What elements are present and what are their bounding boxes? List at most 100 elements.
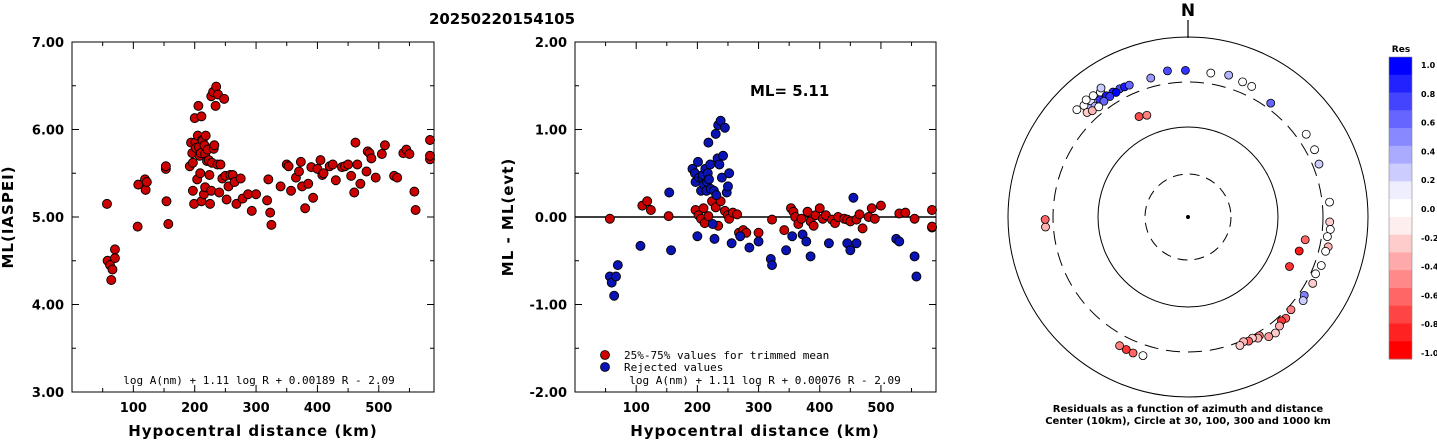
colorbar-cell [1389,74,1412,94]
data-point [102,198,112,209]
legend-label-trimmed: 25%-75% values for trimmed mean [624,349,829,362]
y-axis-label: ML - ML(evt) [499,158,517,276]
data-point [346,170,357,181]
legend-marker-trimmed [600,350,610,360]
y-tick-label: 0.00 [535,211,567,226]
data-point [286,185,296,196]
colorbar-tick-label: 1.0 [1421,61,1436,70]
residual-point [1138,351,1148,361]
colorbar-cell [1389,163,1412,182]
data-point [753,236,764,247]
data-point [604,213,615,224]
residual-point [1271,328,1280,338]
data-point [193,100,204,111]
data-point [714,159,725,170]
data-point [214,187,225,198]
data-point [246,205,257,216]
data-point [781,245,792,256]
residual-point [1301,129,1311,139]
data-point [308,192,319,203]
x-tick-label: 200 [684,401,711,416]
data-point [705,159,716,170]
data-point [698,203,709,214]
data-point [187,185,198,196]
data-point [805,251,816,262]
data-point [692,231,703,242]
data-point [909,251,920,262]
data-point [900,207,911,218]
y-tick-label: 5.00 [32,211,64,226]
data-point [109,244,120,255]
residual-point [1111,88,1121,97]
data-point [703,211,714,222]
colorbar: Res 1.0 0.8 0.6 0.4 0.2 0.0 -0.2 -0.4 -0.6 -0.8 -1… [1388,45,1437,360]
legend: 25%-75% values for trimmed mean Rejected… [600,349,829,374]
residual-point [1041,222,1050,232]
data-point [132,221,143,232]
colorbar-cell [1389,181,1412,200]
y-tick-label: 3.00 [32,386,64,401]
center-dot [1186,215,1190,219]
x-tick-label: 500 [867,401,894,416]
data-point [303,178,314,189]
data-point [210,100,221,111]
data-point [723,181,733,192]
residual-point [1115,341,1124,351]
x-tick-label: 300 [745,401,772,416]
y-tick-label: 4.00 [32,299,64,314]
colorbar-cell [1389,305,1412,324]
colorbar-cell [1389,57,1412,76]
data-point [707,219,718,229]
colorbar-tick-label: 0.4 [1421,147,1436,156]
data-point [796,213,807,224]
data-point [927,205,937,215]
data-point [801,236,812,247]
y-tick-label: 2.00 [535,36,567,51]
data-point [370,172,381,183]
data-points [102,81,435,285]
legend-marker-rejected [600,362,610,372]
data-point [376,149,387,159]
residual-point [1264,332,1274,342]
data-point [410,205,421,215]
colorbar-cell [1389,341,1412,360]
residual-point [1087,106,1097,116]
formula-label: log A(nm) + 1.11 log R + 0.00076 R - 2.0… [629,374,901,387]
data-point [275,181,286,192]
data-point [767,214,777,225]
data-point [875,200,886,211]
data-point [703,137,714,148]
data-point [161,196,172,207]
data-point [209,140,220,151]
y-tick-label: -1.00 [530,299,567,314]
colorbar-tick-label: -0.8 [1421,320,1437,329]
residual-point [1294,246,1304,256]
data-point [160,161,171,172]
data-point [355,178,366,189]
colorbar-cell [1389,128,1412,147]
y-axis-label: ML(IASPEI) [0,165,17,268]
data-point [219,93,230,104]
data-point [693,156,703,167]
data-point [612,260,623,271]
residual-point [1121,345,1131,354]
colorbar-frame [1388,56,1413,360]
data-point [851,238,862,249]
data-point [163,219,174,229]
data-point [366,153,377,164]
residual-point [1275,321,1284,331]
data-point [719,122,730,133]
x-tick-label: 400 [304,401,331,416]
data-point [425,150,435,161]
residual-point [1286,305,1296,315]
data-point [711,190,722,201]
residual-point [1163,66,1172,76]
data-point [663,211,674,222]
data-point [235,173,246,184]
residual-point [1072,105,1082,115]
colorbar-labels: 1.0 0.8 0.6 0.4 0.2 0.0 -0.2 -0.4 -0.6 -0.8 -1.0 [1421,61,1437,358]
axis-ticks: 100 200 300 400 500 -2.00 -1.00 0.00 1.00 2.00 [530,36,936,416]
residual-point [1128,348,1138,358]
residual-point [1134,112,1144,121]
residual-point [1088,91,1098,101]
